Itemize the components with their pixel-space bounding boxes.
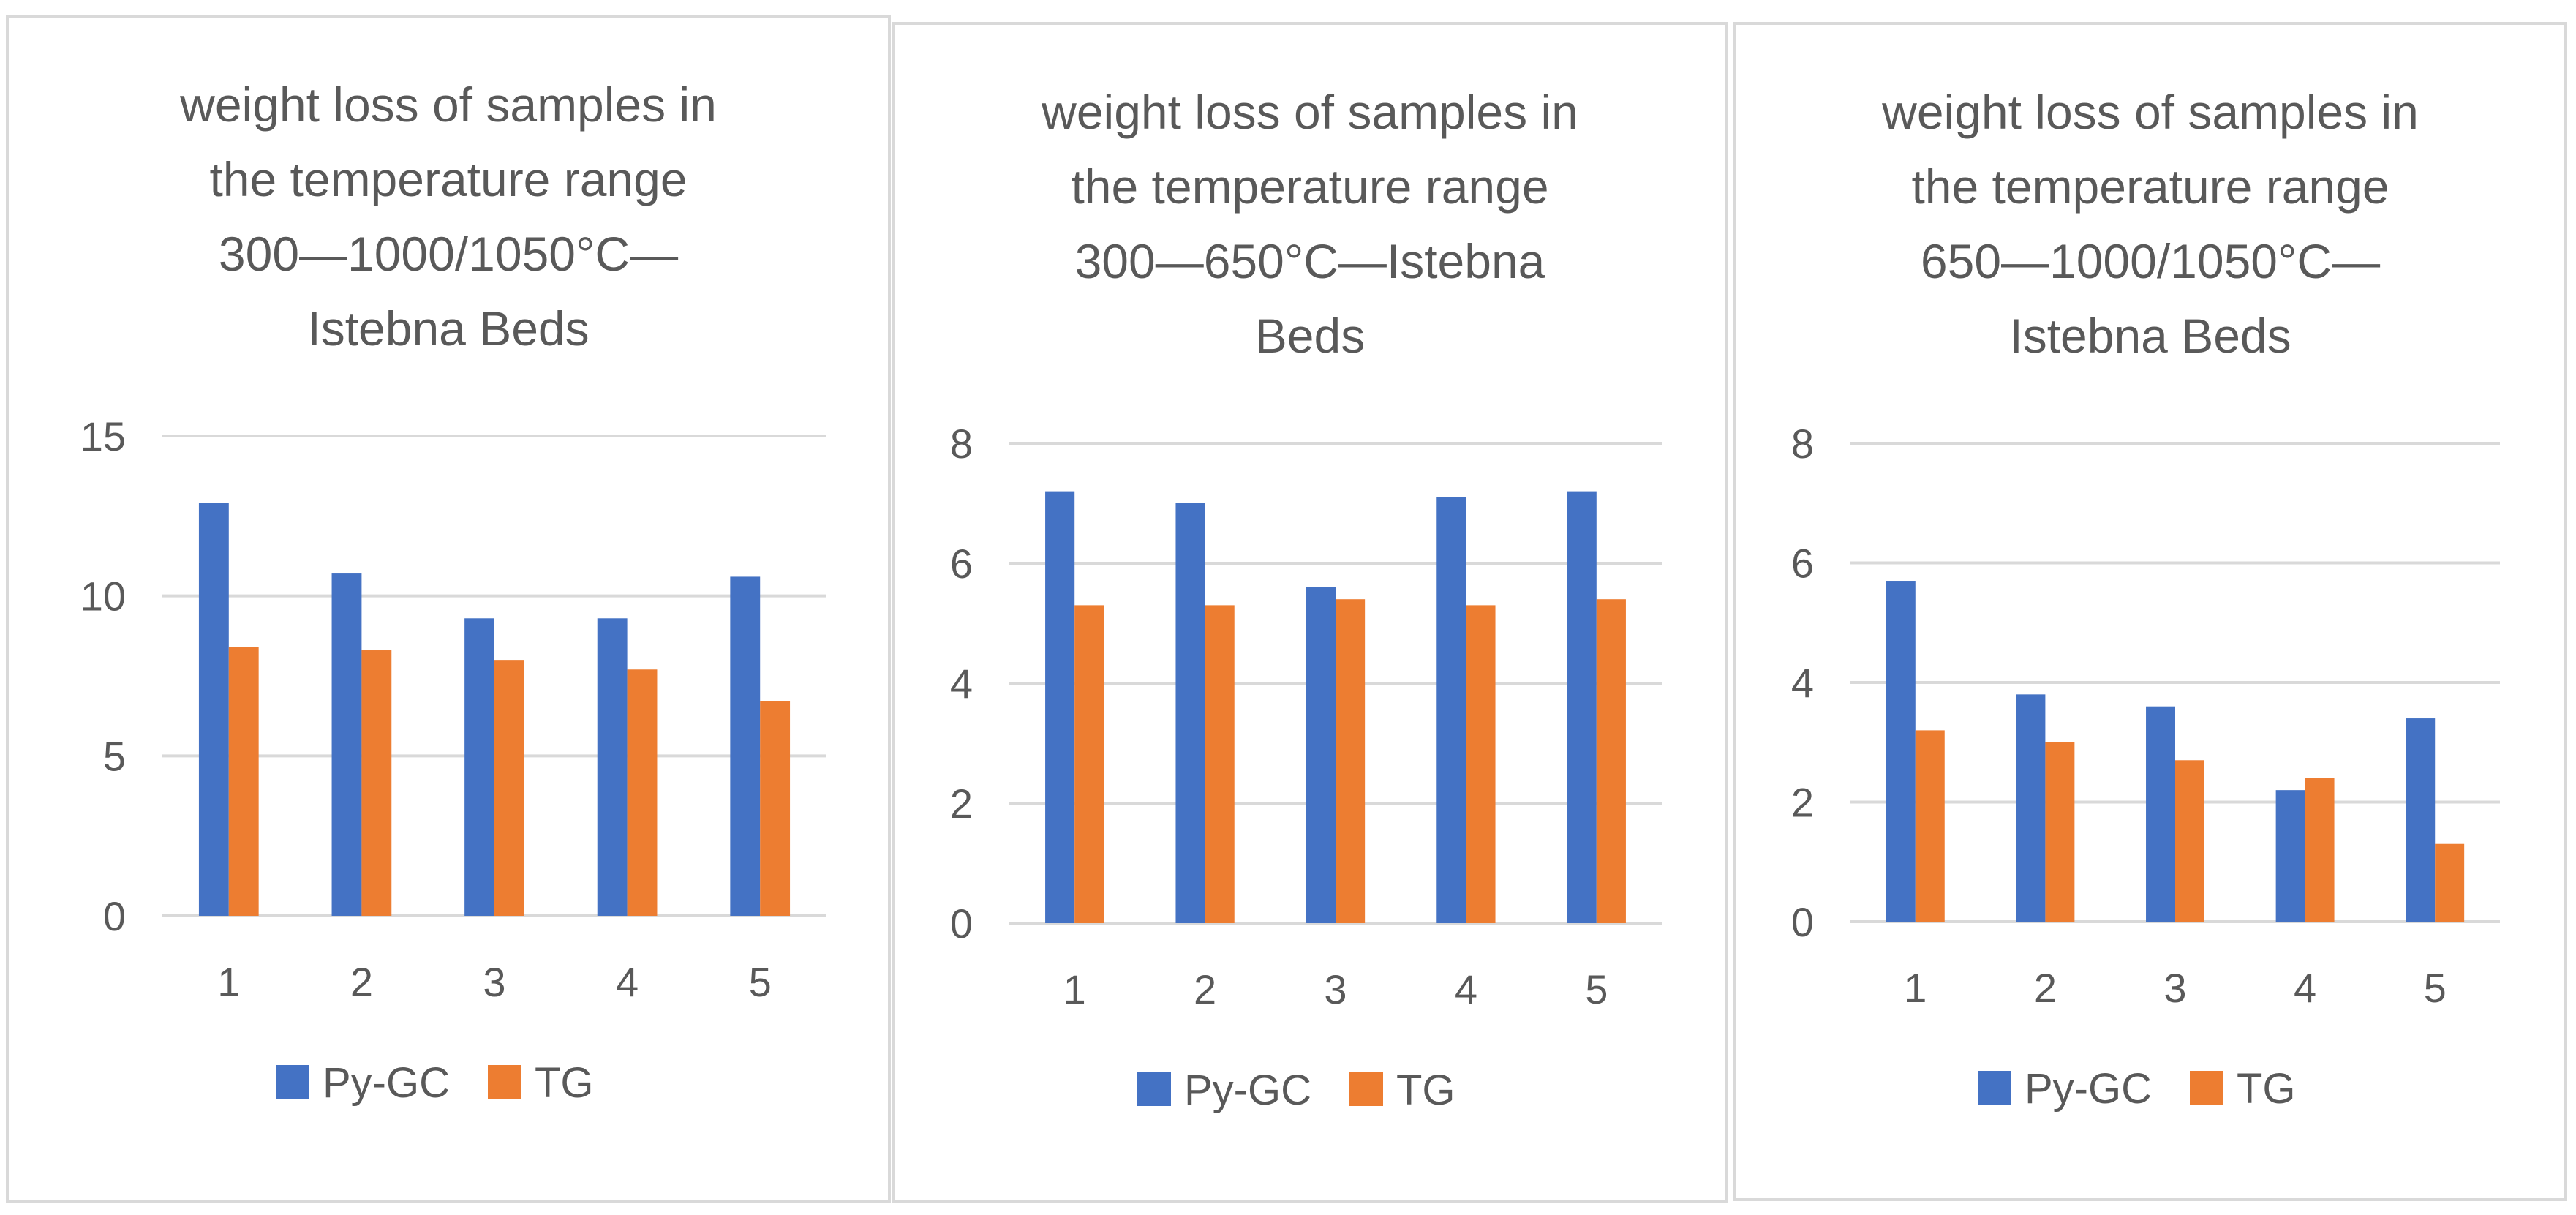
bar-chart-1: 0 5 10 15 1 2 3 4 5 Py-GC TG (80, 413, 826, 1107)
x-tick-label: 2 (2034, 965, 2057, 1011)
bar-tg (228, 647, 259, 916)
x-tick-label: 3 (1324, 966, 1347, 1012)
y-tick-label: 8 (1791, 421, 1814, 467)
bar-chart-3: 0 2 4 6 8 1 2 3 4 5 Py-GC TG (1791, 421, 2500, 1113)
bar-chart-2: 0 2 4 6 8 1 2 3 4 5 Py-GC TG (950, 421, 1662, 1114)
x-tick-label: 5 (2424, 965, 2447, 1011)
bar-py-gc (597, 618, 628, 916)
bar-tg (2175, 760, 2204, 922)
x-tick-label: 1 (1904, 965, 1927, 1011)
bar-tg (1596, 599, 1626, 923)
y-tick-label: 2 (1791, 780, 1814, 826)
bar-py-gc (1886, 581, 1916, 922)
y-tick-label: 6 (950, 541, 973, 587)
x-tick-label: 3 (483, 959, 505, 1005)
y-tick-label: 4 (1791, 660, 1814, 706)
y-tick-label: 8 (950, 421, 973, 467)
bar-py-gc (2275, 790, 2305, 922)
bar-py-gc (1175, 503, 1205, 923)
y-tick-label: 0 (1791, 899, 1814, 945)
x-tick-label: 2 (350, 959, 373, 1005)
bar-tg (2435, 843, 2465, 922)
bar-py-gc (1567, 491, 1597, 923)
y-tick-label: 5 (103, 733, 126, 779)
y-tick-label: 2 (950, 780, 973, 827)
legend-label-tg: TG (535, 1059, 594, 1107)
legend-label-tg: TG (1396, 1067, 1455, 1114)
chart-title-line: 650—1000/1050°C— (1920, 234, 2381, 288)
chart-title-line: weight loss of samples in (1042, 85, 1578, 139)
x-tick-label: 5 (1585, 966, 1608, 1012)
chart-title: weight loss of samples in the temperatur… (9, 67, 888, 366)
chart-panel-1: weight loss of samples in the temperatur… (6, 15, 891, 1203)
bar-py-gc (1306, 587, 1336, 923)
chart-title-line: the temperature range (1911, 159, 2389, 214)
bar-py-gc (2406, 718, 2436, 922)
bar-tg (494, 660, 524, 916)
x-tick-label: 3 (2163, 965, 2186, 1011)
bar-tg (1205, 605, 1235, 923)
bar-py-gc (2016, 694, 2046, 922)
chart-title-line: the temperature range (209, 152, 688, 206)
legend-label-py-gc: Py-GC (323, 1059, 450, 1107)
legend-swatch-py-gc (276, 1065, 309, 1099)
x-tick-label: 1 (1063, 966, 1086, 1012)
bar-py-gc (1045, 491, 1075, 923)
x-tick-label: 4 (616, 959, 639, 1005)
y-tick-label: 15 (80, 413, 126, 459)
bar-py-gc (730, 576, 761, 916)
chart-title-line: Istebna Beds (2009, 309, 2291, 363)
x-tick-label: 4 (2294, 965, 2316, 1011)
bar-tg (627, 669, 658, 916)
legend-swatch-tg (1349, 1072, 1383, 1106)
legend-swatch-py-gc (1978, 1071, 2011, 1105)
chart-title: weight loss of samples in the temperatur… (895, 75, 1725, 373)
bar-tg (760, 701, 791, 916)
chart-title-line: weight loss of samples in (1882, 85, 2419, 139)
legend-swatch-py-gc (1137, 1072, 1171, 1106)
legend-swatch-tg (2190, 1071, 2223, 1105)
x-tick-label: 2 (1194, 966, 1216, 1012)
chart-title-line: weight loss of samples in (180, 78, 717, 132)
y-tick-label: 4 (950, 661, 973, 707)
x-tick-label: 1 (217, 959, 240, 1005)
bar-tg (1336, 599, 1366, 923)
legend-label-py-gc: Py-GC (2025, 1065, 2152, 1113)
chart-title-line: Istebna Beds (307, 301, 590, 356)
bar-tg (2305, 778, 2335, 922)
bar-py-gc (1436, 497, 1466, 923)
bar-tg (1466, 605, 1496, 923)
chart-title: weight loss of samples in the temperatur… (1736, 75, 2564, 373)
y-tick-label: 10 (80, 573, 126, 620)
y-tick-label: 0 (103, 893, 126, 939)
bar-py-gc (2146, 706, 2175, 922)
chart-title-line: 300—1000/1050°C— (218, 227, 679, 281)
y-tick-label: 6 (1791, 541, 1814, 587)
bar-py-gc (198, 503, 229, 916)
bar-py-gc (331, 573, 362, 916)
chart-title-line: the temperature range (1071, 159, 1549, 214)
bar-py-gc (464, 618, 494, 916)
bar-tg (2045, 742, 2075, 922)
legend-label-tg: TG (2237, 1065, 2296, 1113)
chart-panel-2: weight loss of samples in the temperatur… (892, 22, 1728, 1203)
x-tick-label: 4 (1455, 966, 1477, 1012)
chart-panel-3: weight loss of samples in the temperatur… (1733, 22, 2567, 1201)
legend-swatch-tg (488, 1065, 521, 1099)
x-tick-label: 5 (749, 959, 772, 1005)
chart-title-line: Beds (1254, 309, 1366, 363)
legend-label-py-gc: Py-GC (1184, 1067, 1311, 1114)
bar-tg (361, 650, 392, 916)
y-tick-label: 0 (950, 900, 973, 947)
chart-title-line: 300—650°C—Istebna (1074, 234, 1545, 288)
bar-tg (1074, 605, 1104, 923)
bar-tg (1915, 730, 1945, 922)
